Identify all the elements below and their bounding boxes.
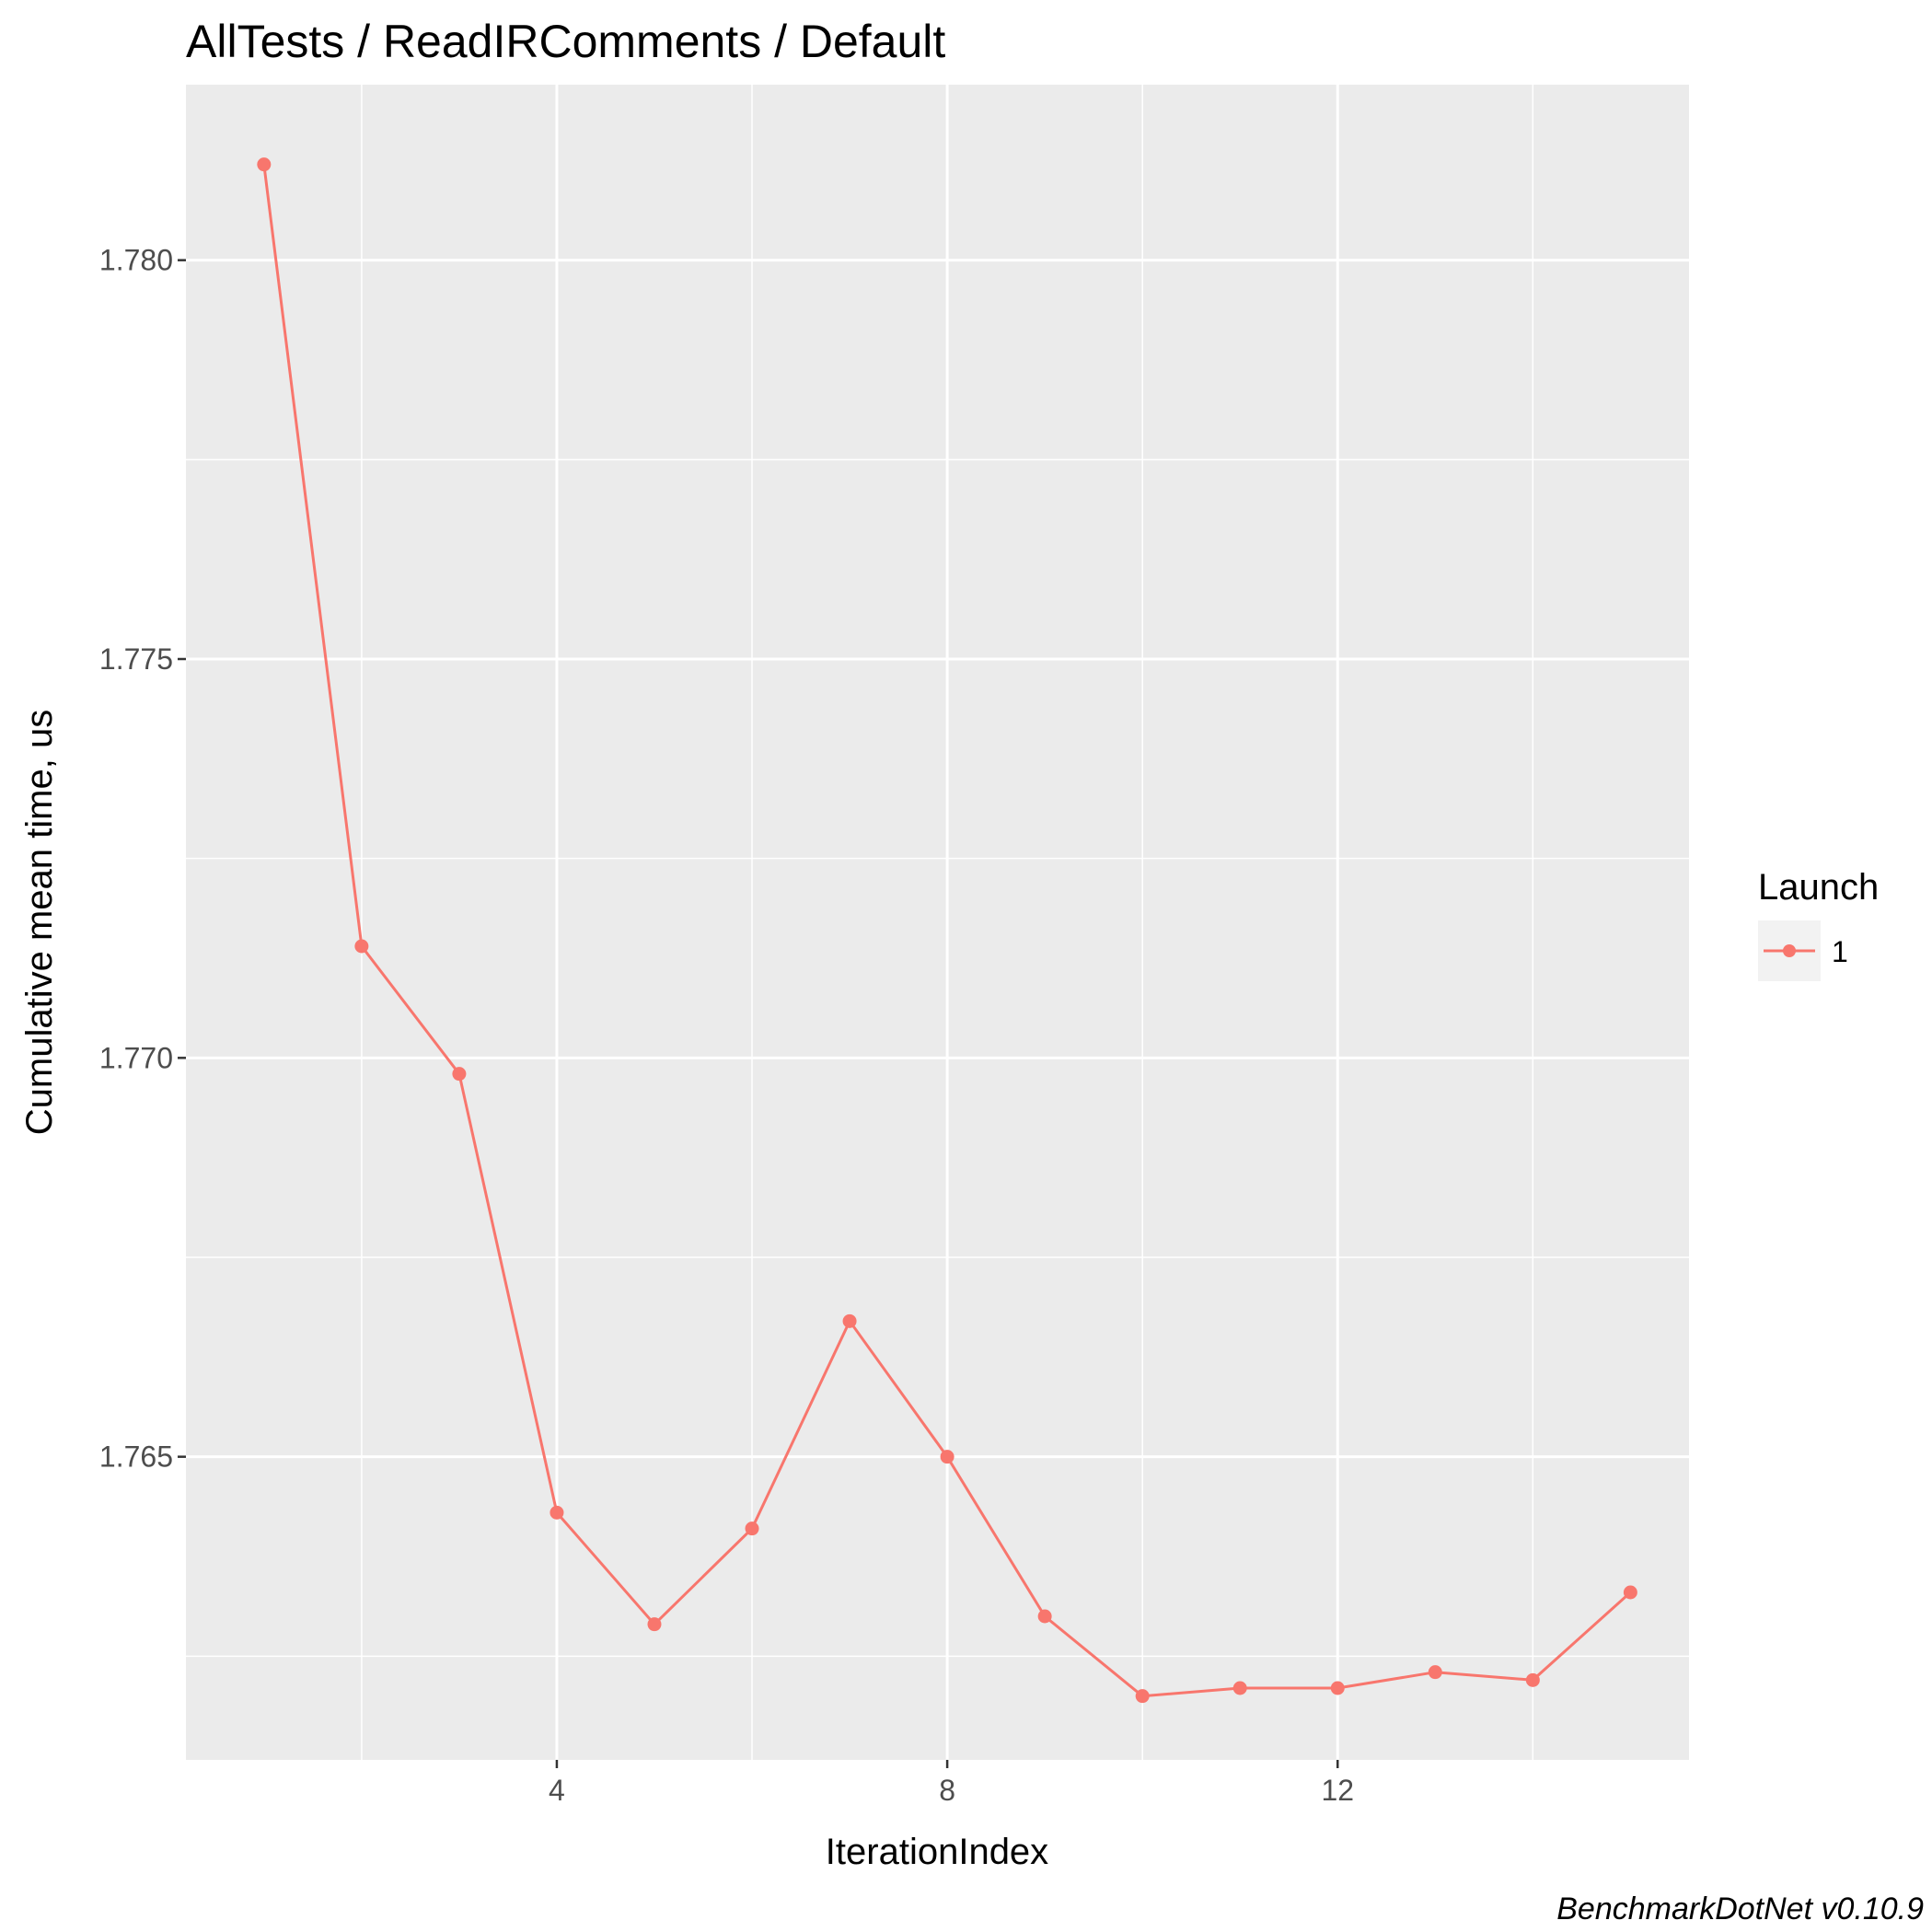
- data-point: [1135, 1689, 1150, 1704]
- x-tick-label: 8: [939, 1774, 955, 1807]
- y-axis-title: Cumulative mean time, us: [19, 710, 60, 1135]
- y-tick-label: 1.770: [99, 1041, 173, 1074]
- legend: Launch 1: [1758, 867, 1879, 981]
- data-point: [1623, 1585, 1637, 1600]
- data-point: [647, 1617, 662, 1632]
- series-layer: [257, 157, 1637, 1704]
- data-point: [452, 1067, 467, 1082]
- x-tick-label: 12: [1321, 1774, 1354, 1807]
- plot-panel: [186, 85, 1689, 1760]
- legend-title: Launch: [1758, 867, 1879, 908]
- caption: BenchmarkDotNet v0.10.9: [1556, 1892, 1924, 1926]
- data-point: [1428, 1665, 1442, 1680]
- data-point: [550, 1505, 564, 1520]
- y-axis: 1.765 1.770 1.775 1.780: [99, 244, 186, 1474]
- chart-title: AllTests / ReadIRComments / Default: [186, 16, 945, 67]
- grid: [186, 85, 1689, 1760]
- data-point: [1330, 1681, 1345, 1695]
- data-point: [1525, 1672, 1540, 1687]
- data-point: [842, 1313, 857, 1328]
- y-tick-label: 1.780: [99, 244, 173, 277]
- data-point: [745, 1521, 759, 1536]
- data-point: [1037, 1609, 1052, 1624]
- data-point: [354, 939, 369, 954]
- legend-key-point: [1783, 944, 1796, 957]
- x-tick-label: 4: [549, 1774, 565, 1807]
- legend-entry-label: 1: [1832, 935, 1848, 968]
- y-tick-label: 1.765: [99, 1440, 173, 1474]
- data-point: [257, 157, 272, 172]
- y-tick-label: 1.775: [99, 642, 173, 676]
- data-point: [940, 1450, 954, 1464]
- x-axis-title: IterationIndex: [826, 1832, 1048, 1872]
- data-point: [1232, 1681, 1247, 1695]
- x-axis: 4 8 12: [549, 1760, 1354, 1807]
